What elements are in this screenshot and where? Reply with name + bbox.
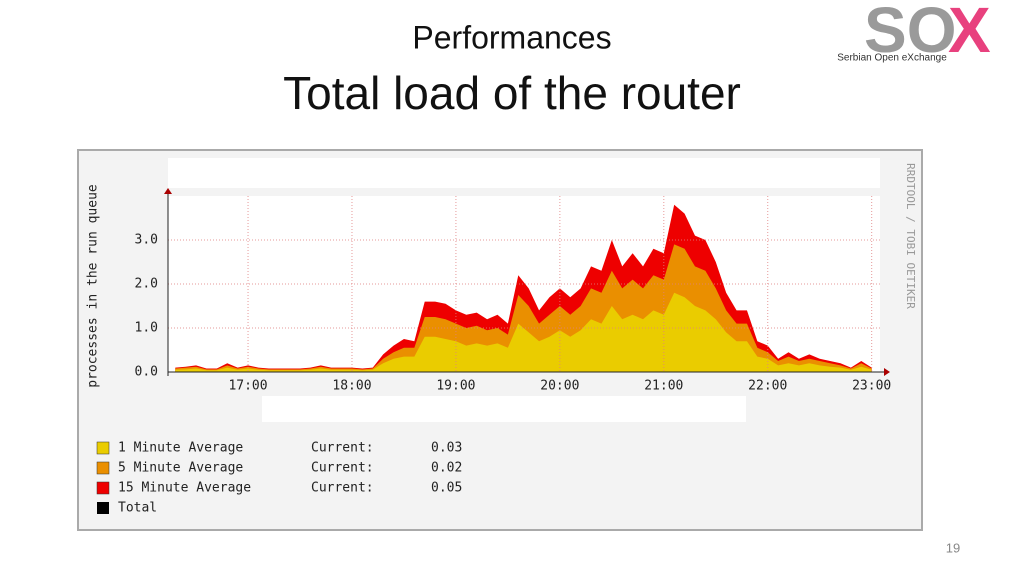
redaction <box>168 158 880 188</box>
legend-swatch <box>96 441 110 455</box>
y-tick-label: 0.0 <box>135 365 158 380</box>
legend-current-value: 0.05 <box>431 481 462 496</box>
legend-label: 1 Minute Average <box>118 441 243 456</box>
slide-title: Total load of the router <box>283 67 741 119</box>
x-tick-label: 22:00 <box>748 379 787 394</box>
logo-text: SO <box>864 0 956 66</box>
x-tick-label: 20:00 <box>540 379 579 394</box>
redaction <box>262 396 746 422</box>
logo-caption: Serbian Open eXchange <box>837 53 947 64</box>
legend-current-label: Current: <box>311 441 374 456</box>
area <box>175 292 872 372</box>
y-axis-label: processes in the run queue <box>86 184 101 388</box>
axis-arrow <box>884 368 890 376</box>
legend-current-label: Current: <box>311 481 374 496</box>
slide-subtitle: Performances <box>412 19 611 55</box>
y-tick-label: 3.0 <box>135 233 158 248</box>
legend-current-label: Current: <box>311 461 374 476</box>
legend-swatch <box>97 502 109 514</box>
x-tick-label: 21:00 <box>644 379 683 394</box>
y-tick-label: 2.0 <box>135 277 158 292</box>
page-number: 19 <box>946 540 960 555</box>
legend-swatch <box>96 481 110 495</box>
watermark: RRDTOOL / TOBI OETIKER <box>904 163 917 309</box>
legend-swatch <box>96 461 110 475</box>
x-tick-label: 17:00 <box>228 379 267 394</box>
y-tick-label: 1.0 <box>135 321 158 336</box>
legend-label: 15 Minute Average <box>118 481 251 496</box>
x-tick-label: 18:00 <box>332 379 371 394</box>
axis-arrow <box>164 188 172 194</box>
plot <box>168 196 880 373</box>
legend-current-value: 0.02 <box>431 461 462 476</box>
logo-accent: X <box>948 0 991 66</box>
legend-label: 5 Minute Average <box>118 461 243 476</box>
x-tick-label: 23:00 <box>852 379 891 394</box>
legend-label: Total <box>118 501 157 516</box>
legend: 1 Minute Average Current: 0.03 5 Minute Ave… <box>96 441 462 516</box>
legend-current-value: 0.03 <box>431 441 462 456</box>
x-tick-label: 19:00 <box>436 379 475 394</box>
